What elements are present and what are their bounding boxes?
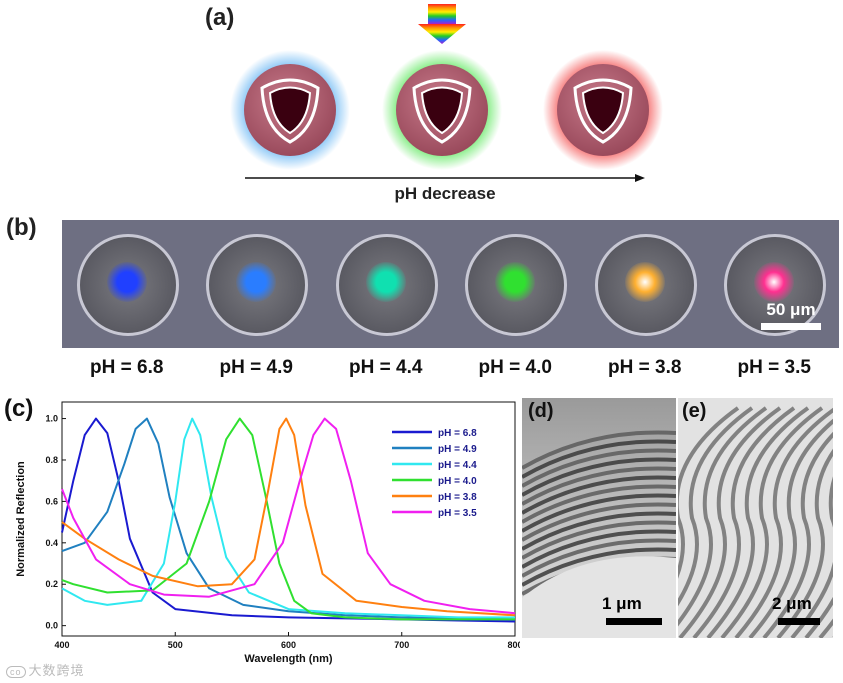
x-tick-label: 800 <box>507 640 520 650</box>
x-tick-label: 500 <box>168 640 183 650</box>
series-line <box>61 417 516 615</box>
watermark-text: 大数跨境 <box>28 663 85 678</box>
series-line <box>61 417 515 621</box>
panel-e-label: (e) <box>682 400 707 422</box>
watermark-logo-icon: co <box>6 666 26 678</box>
tem-image-d: (d) 1 μm <box>522 398 676 638</box>
ph-caption: pH = 4.4 <box>349 357 423 378</box>
scale-label-d: 1 μm <box>602 594 642 613</box>
scale-bar-b-line <box>761 323 821 330</box>
legend-label: pH = 4.9 <box>438 444 477 455</box>
ph-caption: pH = 4.9 <box>219 357 293 378</box>
ph-caption: pH = 3.8 <box>608 357 682 378</box>
microscope-strip <box>62 220 839 348</box>
legend-label: pH = 6.8 <box>438 428 477 439</box>
sphere-blue <box>230 50 350 170</box>
panel-a-diagram <box>230 4 663 182</box>
y-tick-label: 0.4 <box>45 538 58 548</box>
series-line <box>61 417 515 619</box>
panel-d-label: (d) <box>528 400 554 422</box>
microscope-image <box>321 220 451 348</box>
tem-image-e: (e) 2 μm <box>678 398 833 638</box>
rainbow-arrow-icon <box>418 4 466 44</box>
y-axis-title: Normalized Reflection <box>15 461 27 577</box>
microscope-image <box>451 220 581 348</box>
scale-label-e: 2 μm <box>772 594 812 613</box>
y-tick-label: 0.6 <box>45 496 58 506</box>
legend-label: pH = 3.5 <box>438 508 477 519</box>
x-axis-title: Wavelength (nm) <box>244 653 333 665</box>
ph-decrease-arrow <box>245 174 645 182</box>
reflection-chart: (c) 400 500 600 700 800 0.0 0.2 0.4 0.6 0.8 1.0 Wave… <box>4 395 520 665</box>
series-line <box>61 417 516 617</box>
panel-b-label: (b) <box>6 214 37 241</box>
microscope-image <box>710 220 840 348</box>
ph-caption: pH = 4.0 <box>478 357 552 378</box>
panel-a-label: (a) <box>205 4 235 31</box>
y-tick-label: 0.2 <box>45 579 58 589</box>
y-tick-label: 0.8 <box>45 455 58 465</box>
x-tick-label: 600 <box>281 640 296 650</box>
sphere-green <box>382 50 502 170</box>
scale-bar-e-line <box>778 618 820 625</box>
series-line <box>61 417 516 621</box>
x-tick-label: 400 <box>54 640 69 650</box>
legend-label: pH = 3.8 <box>438 492 477 503</box>
scale-bar-d-line <box>606 618 662 625</box>
microscope-image <box>62 220 192 348</box>
y-tick-label: 0.0 <box>45 621 58 631</box>
ph-caption: pH = 3.5 <box>737 357 811 378</box>
panel-c-label: (c) <box>4 395 33 422</box>
y-tick-label: 1.0 <box>45 414 58 424</box>
sphere-red <box>543 50 663 170</box>
scale-bar-b: 50 μm <box>751 300 831 330</box>
microscope-image <box>580 220 710 348</box>
x-tick-label: 700 <box>394 640 409 650</box>
microscope-image <box>192 220 322 348</box>
scale-label-b: 50 μm <box>766 300 816 319</box>
watermark: co 大数跨境 <box>6 660 85 679</box>
legend-label: pH = 4.4 <box>438 460 477 471</box>
ph-caption: pH = 6.8 <box>90 357 164 378</box>
ph-decrease-caption: pH decrease <box>394 184 496 203</box>
legend-label: pH = 4.0 <box>438 476 477 487</box>
